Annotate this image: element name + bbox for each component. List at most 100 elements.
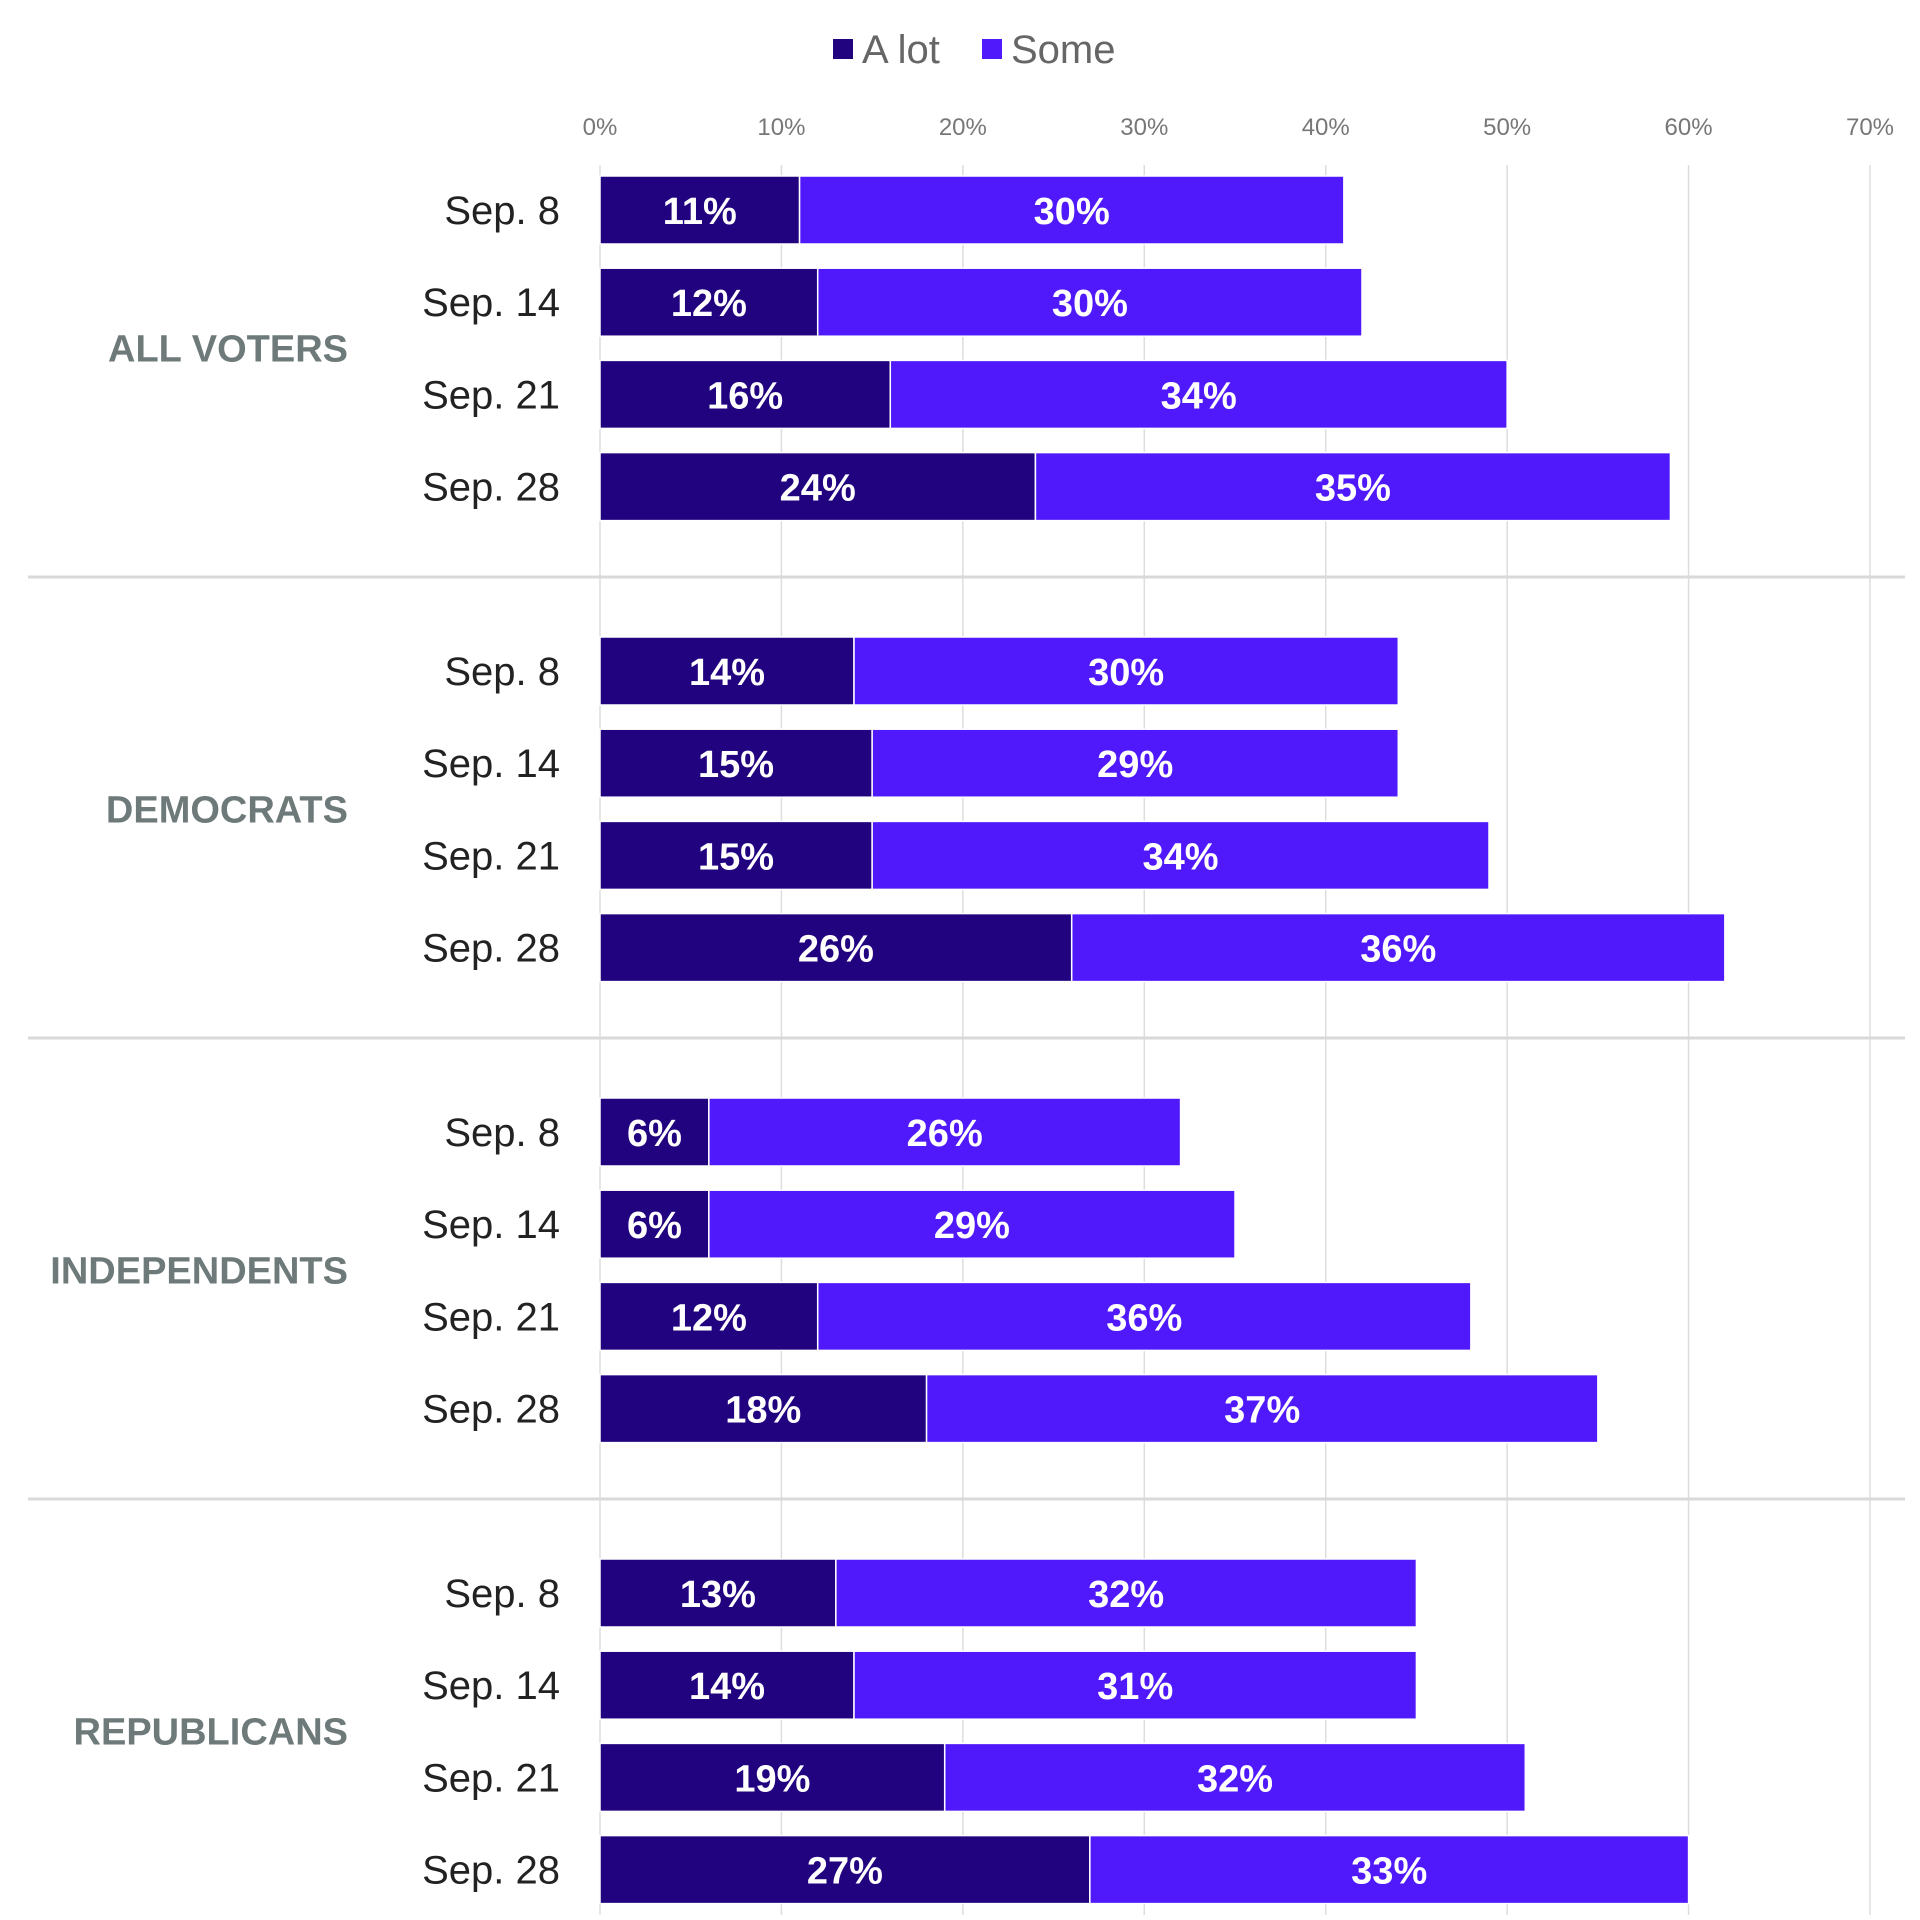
- bar-value-label: 34%: [1161, 375, 1237, 417]
- bar-value-label: 30%: [1052, 283, 1128, 325]
- bar-value-label: 36%: [1106, 1297, 1182, 1339]
- bar-value-label: 30%: [1088, 652, 1164, 694]
- bar-a-lot: [599, 451, 1037, 522]
- category-label: Sep. 28: [422, 466, 560, 510]
- category-label: Sep. 14: [422, 281, 560, 325]
- bar-value-label: 34%: [1143, 836, 1219, 878]
- bar-value-label: 32%: [1088, 1574, 1164, 1616]
- legend-label: A lot: [862, 28, 940, 72]
- category-label: Sep. 14: [422, 1664, 560, 1708]
- bar-a-lot: [599, 359, 892, 430]
- bar-a-lot: [599, 1373, 928, 1444]
- bar-a-lot: [599, 1189, 710, 1259]
- bar-value-label: 27%: [807, 1851, 883, 1893]
- bar-a-lot: [599, 1097, 710, 1167]
- bar-a-lot: [599, 820, 873, 891]
- bar-some: [943, 1742, 1527, 1813]
- bar-value-label: 32%: [1197, 1758, 1273, 1800]
- group-label: DEMOCRATS: [106, 789, 348, 831]
- category-label: Sep. 8: [444, 189, 560, 233]
- bar-some: [853, 1650, 1418, 1720]
- x-tick-label: 10%: [757, 114, 805, 141]
- bar-a-lot: [599, 1650, 855, 1720]
- bar-value-label: 31%: [1097, 1666, 1173, 1708]
- category-label: Sep. 21: [422, 834, 560, 878]
- bar-value-label: 16%: [707, 375, 783, 417]
- bar-value-label: 14%: [689, 1666, 765, 1708]
- category-label: Sep. 8: [444, 1111, 560, 1155]
- bar-value-label: 24%: [780, 468, 856, 510]
- bar-value-label: 29%: [934, 1205, 1010, 1247]
- bar-some: [871, 728, 1400, 798]
- bar-value-label: 12%: [671, 283, 747, 325]
- bar-value-label: 26%: [798, 929, 874, 971]
- bar-a-lot: [599, 1834, 1091, 1905]
- legend-swatch: [982, 39, 1002, 59]
- x-tick-label: 30%: [1120, 114, 1168, 141]
- bar-value-label: 14%: [689, 652, 765, 694]
- bar-a-lot: [599, 912, 1073, 983]
- legend-label: Some: [1011, 28, 1116, 72]
- category-label: Sep. 8: [444, 1572, 560, 1616]
- bar-value-label: 15%: [698, 744, 774, 786]
- bar-some: [816, 267, 1363, 337]
- bar-some: [889, 359, 1508, 430]
- bar-some: [925, 1373, 1599, 1444]
- category-label: Sep. 28: [422, 1388, 560, 1432]
- group-label: REPUBLICANS: [74, 1711, 348, 1753]
- bar-value-label: 15%: [698, 836, 774, 878]
- category-label: Sep. 21: [422, 1295, 560, 1339]
- group-label: ALL VOTERS: [108, 328, 348, 370]
- bar-a-lot: [599, 636, 855, 706]
- category-label: Sep. 21: [422, 373, 560, 417]
- bar-value-label: 35%: [1315, 468, 1391, 510]
- bar-some: [798, 175, 1345, 245]
- x-tick-label: 40%: [1302, 114, 1350, 141]
- x-axis-ticks: 0% 10% 20% 30% 40% 50% 60% 70%: [583, 114, 1894, 141]
- bar-some: [708, 1189, 1236, 1259]
- bar-a-lot: [599, 1742, 946, 1813]
- bar-value-label: 18%: [725, 1390, 801, 1432]
- bar-value-label: 26%: [907, 1113, 983, 1155]
- bar-a-lot: [599, 1558, 837, 1628]
- category-label: Sep. 28: [422, 927, 560, 971]
- category-label: Sep. 14: [422, 742, 560, 786]
- bar-some: [708, 1097, 1182, 1167]
- bar-value-label: 29%: [1097, 744, 1173, 786]
- category-label: Sep. 14: [422, 1203, 560, 1247]
- bar-value-label: 37%: [1224, 1390, 1300, 1432]
- x-tick-label: 60%: [1665, 114, 1713, 141]
- x-tick-label: 50%: [1483, 114, 1531, 141]
- group-label: INDEPENDENTS: [50, 1250, 348, 1292]
- bar-some: [1070, 912, 1726, 983]
- category-label: Sep. 28: [422, 1849, 560, 1893]
- bar-value-label: 33%: [1351, 1851, 1427, 1893]
- bar-value-label: 13%: [680, 1574, 756, 1616]
- bar-some: [871, 820, 1490, 891]
- bar-value-label: 6%: [627, 1205, 682, 1247]
- category-label: Sep. 8: [444, 650, 560, 694]
- legend-swatch: [833, 39, 853, 59]
- bar-some: [1034, 451, 1672, 522]
- bar-a-lot: [599, 1281, 819, 1352]
- bar-value-label: 12%: [671, 1297, 747, 1339]
- x-tick-label: 70%: [1846, 114, 1894, 141]
- bar-a-lot: [599, 728, 873, 798]
- bar-value-label: 11%: [663, 191, 737, 233]
- bars: [599, 175, 1726, 1905]
- bar-value-label: 6%: [627, 1113, 682, 1155]
- group-separators: [28, 575, 1905, 1501]
- bar-some: [816, 1281, 1472, 1352]
- bar-a-lot: [599, 175, 801, 245]
- legend: A lot Some: [833, 28, 1116, 72]
- bar-some: [1089, 1834, 1690, 1905]
- bar-some: [835, 1558, 1418, 1628]
- bar-value-label: 36%: [1360, 929, 1436, 971]
- x-tick-label: 0%: [583, 114, 618, 141]
- bar-some: [853, 636, 1400, 706]
- labels: ALL VOTERS Sep. 8 11% 30% Sep. 14 12% 30% Sep. …: [50, 189, 1436, 1893]
- bar-value-label: 19%: [734, 1758, 810, 1800]
- x-tick-label: 20%: [939, 114, 987, 141]
- bar-value-label: 30%: [1034, 191, 1110, 233]
